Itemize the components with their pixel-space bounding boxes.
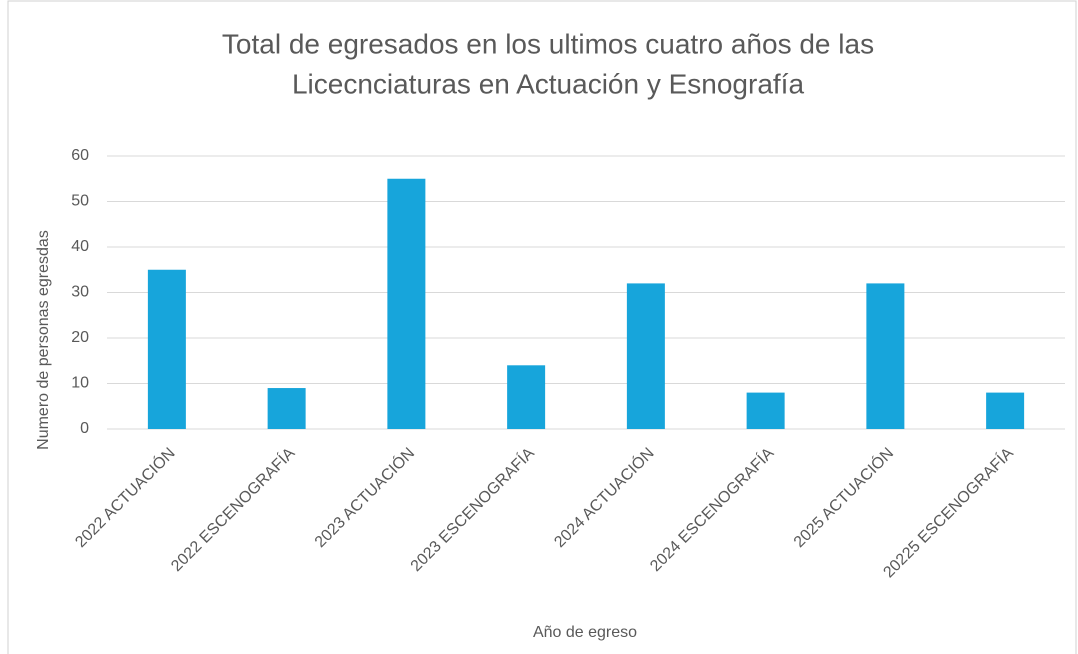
y-tick-label: 0	[80, 420, 89, 437]
chart-border	[7, 0, 1077, 654]
y-tick-label: 50	[71, 193, 89, 210]
x-tick-label: 2023 ESCENOGRAFÍA	[406, 443, 538, 575]
y-tick-label: 60	[71, 147, 89, 164]
y-tick-label: 40	[71, 238, 89, 255]
bar	[387, 178, 426, 429]
x-axis-title: Año de egreso	[533, 624, 637, 641]
bar	[147, 269, 186, 429]
x-tick-label: 2023 ACTUACIÓN	[310, 443, 418, 551]
bar	[746, 392, 785, 429]
x-tick-label: 2022 ACTUACIÓN	[71, 443, 179, 551]
x-tick-label: 2022 ESCENOGRAFÍA	[167, 443, 299, 575]
chart-title: Total de egresados en los ultimos cuatro…	[222, 28, 874, 59]
bar	[866, 283, 905, 429]
bar	[507, 365, 546, 429]
y-tick-label: 20	[71, 329, 89, 346]
y-tick-label: 10	[71, 375, 89, 392]
bar	[267, 388, 306, 429]
bar	[626, 283, 665, 429]
bar	[986, 392, 1025, 429]
y-tick-label: 30	[71, 284, 89, 301]
chart-title: Licecnciaturas en Actuación y Esnografía	[292, 68, 805, 99]
x-tick-label: 2024 ESCENOGRAFÍA	[646, 443, 778, 575]
x-tick-label: 2024 ACTUACIÓN	[550, 443, 658, 551]
x-tick-label: 2025 ACTUACIÓN	[789, 443, 897, 551]
x-tick-label: 20225 ESCENOGRAFÍA	[879, 443, 1017, 581]
y-axis-title: Numero de personas egresdas	[35, 230, 52, 450]
